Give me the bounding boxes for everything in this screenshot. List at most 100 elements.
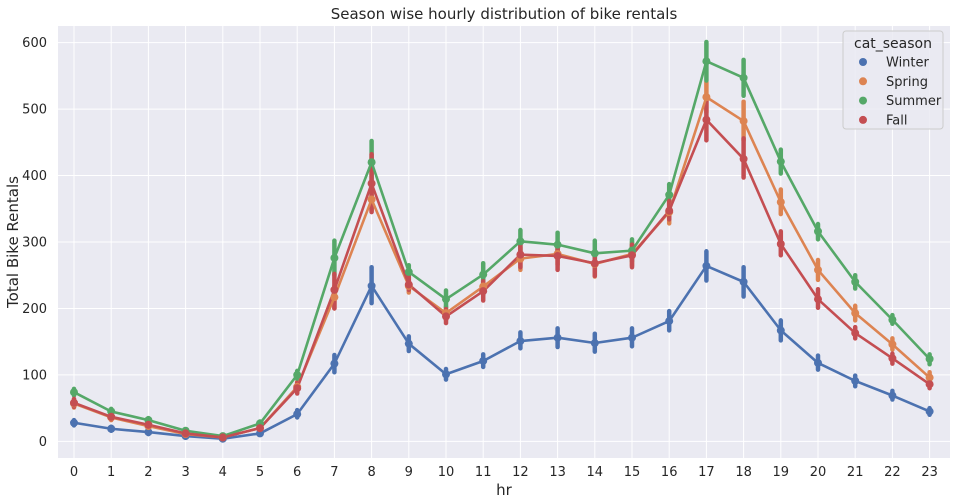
point-fall (739, 154, 748, 163)
x-tick-label: 3 (181, 465, 189, 480)
x-tick-label: 19 (773, 465, 790, 480)
point-winter (590, 339, 599, 348)
legend-box (842, 30, 944, 130)
x-tick-label: 5 (256, 465, 264, 480)
point-winter (70, 418, 78, 427)
x-tick-label: 14 (587, 465, 604, 480)
point-spring (702, 93, 711, 102)
y-tick-label: 300 (22, 236, 47, 251)
point-fall (851, 329, 860, 338)
point-summer (404, 267, 413, 276)
point-fall (516, 250, 525, 259)
x-tick-label: 10 (438, 465, 455, 480)
point-fall (107, 412, 116, 421)
point-winter (330, 359, 339, 368)
x-tick-label: 20 (810, 465, 827, 480)
point-spring (739, 117, 748, 126)
point-winter (776, 326, 785, 335)
point-winter (665, 317, 674, 326)
legend-label-summer: Summer (886, 94, 942, 109)
point-summer (851, 277, 860, 286)
x-tick-label: 11 (475, 465, 492, 480)
x-tick-label: 9 (405, 465, 413, 480)
y-tick-label: 100 (22, 368, 47, 383)
point-fall (293, 384, 302, 393)
x-tick-label: 4 (219, 465, 227, 480)
point-winter (739, 277, 748, 286)
point-winter (479, 356, 488, 365)
y-tick-labels: 0 100 200 300 400 500 600 (22, 36, 47, 450)
point-fall (181, 429, 190, 438)
point-fall (888, 354, 897, 363)
point-fall (776, 239, 785, 248)
point-winter (144, 428, 153, 437)
point-fall (702, 115, 711, 124)
point-spring (851, 309, 860, 318)
x-tick-label: 2 (144, 465, 152, 480)
x-tick-label: 7 (330, 465, 338, 480)
y-tick-label: 0 (39, 435, 47, 450)
line-winter (73, 264, 931, 441)
point-fall (590, 259, 599, 268)
point-summer (553, 240, 562, 249)
point-winter (888, 391, 897, 400)
point-winter (702, 261, 711, 270)
point-fall (479, 287, 488, 296)
point-fall (367, 179, 376, 188)
x-tick-labels: 0 1 2 3 4 5 6 7 8 9 10 11 12 13 14 15 16 17 18 19 20 21 22 23 (70, 465, 938, 480)
point-fall (665, 206, 674, 215)
y-tick-label: 200 (22, 302, 47, 317)
y-tick-label: 500 (22, 103, 47, 118)
point-fall (70, 398, 78, 407)
x-tick-label: 6 (293, 465, 301, 480)
point-spring (888, 340, 897, 349)
point-winter (814, 358, 822, 367)
point-fall (814, 295, 822, 304)
point-fall (442, 312, 450, 321)
point-summer (330, 253, 339, 262)
point-winter (851, 376, 860, 385)
legend-marker-fall (859, 115, 867, 124)
point-summer (367, 158, 376, 167)
x-tick-label: 1 (107, 465, 115, 480)
point-winter (293, 410, 302, 419)
point-fall (404, 280, 413, 289)
point-summer (814, 227, 822, 236)
x-tick-label: 0 (70, 465, 78, 480)
point-spring (925, 373, 934, 382)
point-summer (590, 249, 599, 258)
point-spring (367, 195, 376, 204)
point-summer (702, 57, 711, 66)
point-fall (330, 285, 339, 294)
line-summer (73, 59, 931, 438)
legend-marker-winter (859, 58, 867, 66)
point-winter (628, 333, 636, 342)
point-spring (814, 265, 822, 274)
x-axis-label: hr (496, 481, 513, 499)
point-summer (888, 315, 897, 324)
point-winter (925, 407, 934, 416)
x-tick-label: 16 (661, 465, 678, 480)
legend: cat_season Winter Spring Summer Fall (842, 30, 944, 130)
chart-title: Season wise hourly distribution of bike … (331, 5, 678, 23)
x-tick-label: 22 (884, 465, 901, 480)
point-winter (107, 424, 116, 433)
x-tick-label: 23 (921, 465, 938, 480)
point-spring (776, 198, 785, 207)
x-tick-label: 17 (698, 465, 715, 480)
point-summer (925, 354, 934, 363)
point-summer (516, 237, 525, 246)
x-tick-label: 21 (847, 465, 864, 480)
point-winter (367, 281, 376, 290)
point-summer (665, 190, 674, 199)
x-tick-label: 13 (549, 465, 566, 480)
y-tick-label: 600 (22, 36, 47, 51)
point-fall (925, 380, 934, 389)
point-fall (628, 251, 636, 260)
series-points (70, 57, 934, 443)
point-summer (739, 73, 748, 82)
point-summer (70, 388, 78, 397)
point-fall (144, 420, 153, 429)
x-tick-label: 18 (735, 465, 752, 480)
